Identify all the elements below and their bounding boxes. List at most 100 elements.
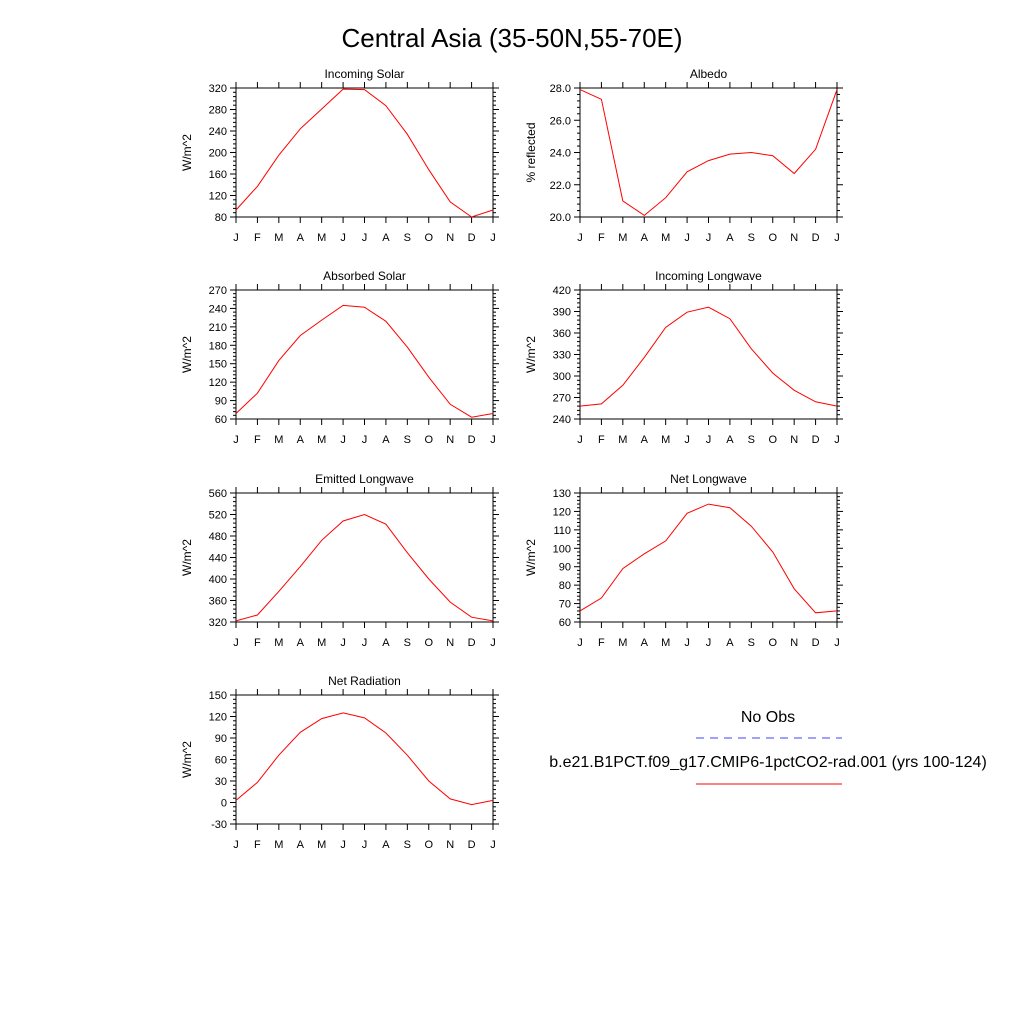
net-radiation-xtick-label: O <box>424 839 433 851</box>
emitted-longwave-ytick-label: 320 <box>209 617 227 629</box>
incoming-longwave-title: Incoming Longwave <box>655 269 762 283</box>
albedo-xtick-label: O <box>768 232 777 244</box>
net-longwave-xtick-label: J <box>706 637 712 649</box>
incoming-solar-ytick-label: 320 <box>209 83 227 95</box>
albedo-xtick-label: J <box>684 232 690 244</box>
incoming-solar-xtick-label: J <box>362 232 368 244</box>
absorbed-solar-xtick-label: M <box>274 434 283 446</box>
net-radiation-ytick-label: -30 <box>211 819 227 831</box>
albedo-ytick-label: 24.0 <box>550 148 571 160</box>
incoming-solar-xtick-label: O <box>424 232 433 244</box>
incoming-longwave-xtick-label: O <box>768 434 777 446</box>
net-radiation-xtick-label: A <box>382 839 390 851</box>
albedo-xtick-label: M <box>618 232 627 244</box>
albedo-xtick-label: N <box>790 232 798 244</box>
net-longwave-xtick-label: O <box>768 637 777 649</box>
net-radiation-ytick-label: 150 <box>209 690 227 702</box>
absorbed-solar-ytick-label: 120 <box>209 377 227 389</box>
emitted-longwave-ytick-label: 560 <box>209 488 227 500</box>
incoming-longwave-ytick-label: 300 <box>553 371 571 383</box>
emitted-longwave-xtick-label: D <box>468 637 476 649</box>
albedo-xtick-label: F <box>598 232 605 244</box>
incoming-solar-series-line <box>235 88 494 218</box>
incoming-solar-xtick-label: J <box>233 232 239 244</box>
incoming-longwave-ytick-label: 240 <box>553 414 571 426</box>
incoming-longwave-xtick-label: J <box>834 434 840 446</box>
absorbed-solar-xtick-label: A <box>382 434 390 446</box>
absorbed-solar-ytick-label: 150 <box>209 359 227 371</box>
net-radiation-xtick-label: J <box>233 839 239 851</box>
emitted-longwave-xtick-label: S <box>404 637 411 649</box>
albedo-xtick-label: J <box>706 232 712 244</box>
net-longwave-xtick-label: F <box>598 637 605 649</box>
albedo-xtick-label: A <box>726 232 734 244</box>
absorbed-solar-series-line <box>235 304 494 418</box>
incoming-solar-ytick-label: 120 <box>209 191 227 203</box>
net-longwave-xtick-label: S <box>748 637 755 649</box>
net-radiation-ytick-label: 60 <box>215 755 227 767</box>
emitted-longwave-ytick-label: 520 <box>209 510 227 522</box>
net-longwave-ytick-label: 100 <box>553 543 571 555</box>
net-longwave-xtick-label: A <box>726 637 734 649</box>
net-radiation-ytick-label: 0 <box>221 798 227 810</box>
albedo-ytick-label: 20.0 <box>550 212 571 224</box>
incoming-solar-frame <box>235 87 494 218</box>
incoming-longwave-panel: Incoming Longwave W/m^2 240 270 300 330 360 390… <box>524 269 843 446</box>
net-radiation-title: Net Radiation <box>328 674 401 688</box>
absorbed-solar-xtick-label: O <box>424 434 433 446</box>
albedo-xtick-label: M <box>661 232 670 244</box>
legend-model-label: b.e21.B1PCT.f09_g17.CMIP6-1pctCO2-rad.00… <box>549 754 987 771</box>
emitted-longwave-frame <box>235 492 494 623</box>
emitted-longwave-panel: Emitted Longwave W/m^2 320 360 400 440 480 520 5… <box>180 472 499 649</box>
panels: Incoming Solar W/m^2 80 120 160 200 240 280 320 J… <box>180 67 843 851</box>
incoming-solar-ytick-label: 160 <box>209 169 227 181</box>
albedo-ytick-label: 22.0 <box>550 180 571 192</box>
albedo-xtick-label: D <box>812 232 820 244</box>
net-radiation-xtick-label: J <box>340 839 346 851</box>
net-radiation-ytick-label: 90 <box>215 733 227 745</box>
incoming-longwave-xtick-label: N <box>790 434 798 446</box>
net-radiation-xtick-label: S <box>404 839 411 851</box>
absorbed-solar-ytick-label: 60 <box>215 414 227 426</box>
net-radiation-xtick-label: J <box>362 839 368 851</box>
emitted-longwave-xtick-label: M <box>317 637 326 649</box>
net-longwave-ytick-label: 60 <box>559 617 571 629</box>
incoming-longwave-xtick-label: D <box>812 434 820 446</box>
albedo-ylabel: % reflected <box>524 122 538 182</box>
incoming-solar-xtick-label: N <box>446 232 454 244</box>
incoming-longwave-ytick-label: 270 <box>553 393 571 405</box>
net-radiation-xtick-label: M <box>274 839 283 851</box>
incoming-longwave-ylabel: W/m^2 <box>524 336 538 373</box>
emitted-longwave-xtick-label: F <box>254 637 261 649</box>
net-longwave-frame <box>579 492 838 623</box>
absorbed-solar-ytick-label: 210 <box>209 322 227 334</box>
net-longwave-ytick-label: 120 <box>553 506 571 518</box>
emitted-longwave-xtick-label: A <box>297 637 305 649</box>
absorbed-solar-title: Absorbed Solar <box>323 269 406 283</box>
net-longwave-xtick-label: J <box>684 637 690 649</box>
net-longwave-series-line <box>579 503 838 614</box>
incoming-solar-ylabel: W/m^2 <box>180 134 194 171</box>
incoming-solar-xtick-label: A <box>382 232 390 244</box>
emitted-longwave-xtick-label: A <box>382 637 390 649</box>
emitted-longwave-ylabel: W/m^2 <box>180 539 194 576</box>
net-radiation-xtick-label: N <box>446 839 454 851</box>
net-longwave-panel: Net Longwave W/m^2 60 70 80 90 100 110 120 130 J F M… <box>524 472 843 649</box>
albedo-xtick-label: S <box>748 232 755 244</box>
net-longwave-ytick-label: 110 <box>553 525 571 537</box>
absorbed-solar-xtick-label: J <box>490 434 496 446</box>
incoming-solar-xtick-label: S <box>404 232 411 244</box>
absorbed-solar-xtick-label: A <box>297 434 305 446</box>
legend: No Obs b.e21.B1PCT.f09_g17.CMIP6-1pctCO2… <box>549 709 987 785</box>
albedo-panel: Albedo % reflected 20.0 22.0 24.0 26.0 28.0 J F M… <box>524 67 843 244</box>
incoming-solar-xtick-label: J <box>340 232 346 244</box>
absorbed-solar-xtick-label: J <box>362 434 368 446</box>
incoming-longwave-ytick-label: 330 <box>553 350 571 362</box>
net-longwave-xtick-label: J <box>577 637 583 649</box>
absorbed-solar-ytick-label: 90 <box>215 396 227 408</box>
emitted-longwave-ytick-label: 440 <box>209 553 227 565</box>
incoming-longwave-xtick-label: M <box>618 434 627 446</box>
absorbed-solar-xtick-label: N <box>446 434 454 446</box>
albedo-frame <box>579 87 838 218</box>
